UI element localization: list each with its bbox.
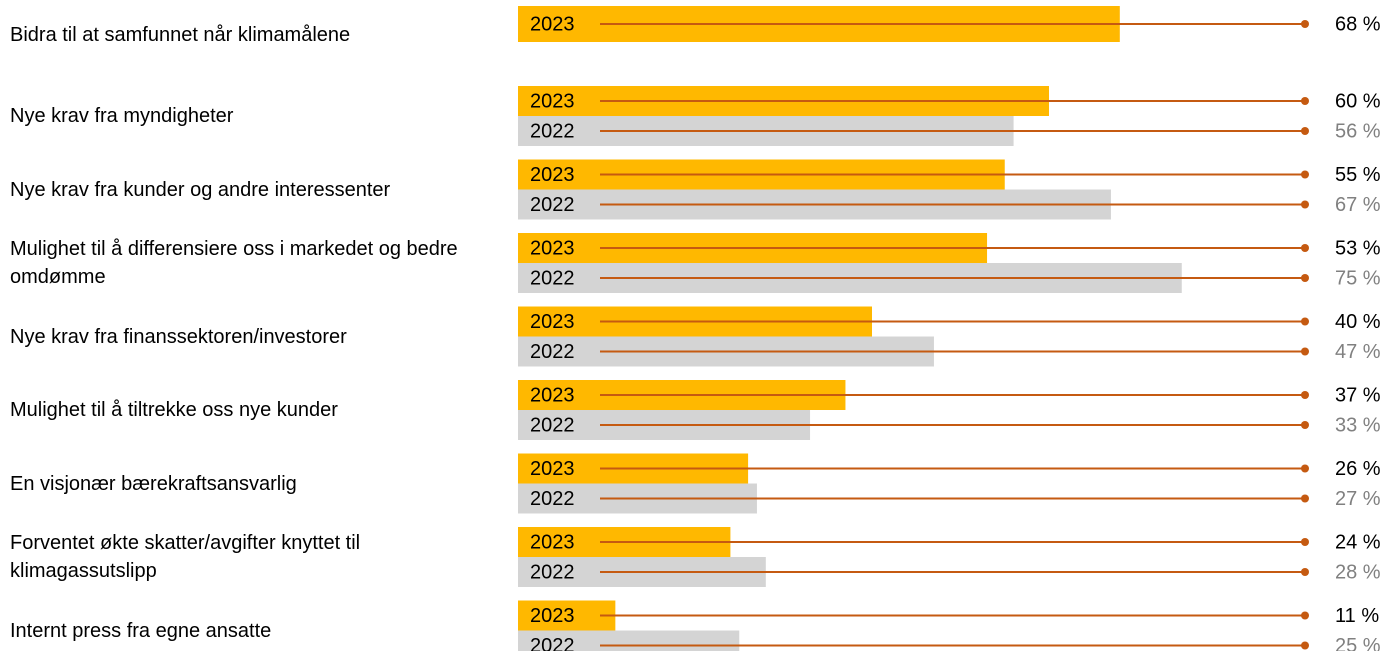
leader-dot <box>1301 97 1309 105</box>
value-label: 28 % <box>1335 561 1381 583</box>
leader-dot <box>1301 421 1309 429</box>
value-label: 68 % <box>1335 13 1381 35</box>
bar-series-label: 2023 <box>530 605 575 627</box>
value-label: 55 % <box>1335 164 1381 186</box>
bar-series-label: 2022 <box>530 488 575 510</box>
bar <box>518 600 616 631</box>
value-label: 11 % <box>1335 605 1379 627</box>
leader-dot <box>1301 170 1309 179</box>
bar-series-label: 2023 <box>530 13 575 35</box>
bar-series-label: 2022 <box>530 267 575 289</box>
bar-series-label: 2023 <box>530 531 575 553</box>
leader-dot <box>1301 641 1309 650</box>
leader-dot <box>1301 274 1309 282</box>
category-label: En visjonær bærekraftsansvarlig <box>10 472 297 495</box>
bar-series-label: 2022 <box>530 194 575 216</box>
value-label: 60 % <box>1335 90 1381 112</box>
value-label: 27 % <box>1335 488 1381 510</box>
bar-series-label: 2023 <box>530 164 575 186</box>
leader-dot <box>1301 20 1309 28</box>
leader-dot <box>1301 611 1309 620</box>
bar-series-label: 2023 <box>530 311 575 333</box>
leader-dot <box>1301 127 1309 135</box>
leader-dot <box>1301 538 1309 546</box>
leader-dot <box>1301 347 1309 356</box>
value-label: 47 % <box>1335 341 1381 363</box>
value-label: 25 % <box>1335 635 1381 651</box>
value-label: 40 % <box>1335 311 1381 333</box>
category-label: Mulighet til å differensiere oss i marke… <box>10 238 458 288</box>
value-label: 53 % <box>1335 237 1381 259</box>
bar-series-label: 2022 <box>530 120 575 142</box>
category-label: Bidra til at samfunnet når klimamålene <box>10 24 351 46</box>
leader-dot <box>1301 391 1309 399</box>
bar-series-label: 2023 <box>530 90 575 112</box>
leader-dot <box>1301 244 1309 252</box>
category-label: Forventet økte skatter/avgifter knyttet … <box>10 532 361 582</box>
category-label: Nye krav fra finanssektoren/investorer <box>10 325 347 348</box>
value-label: 67 % <box>1335 194 1381 216</box>
bar-series-label: 2022 <box>530 635 575 651</box>
bar-series-label: 2023 <box>530 237 575 259</box>
category-label: Mulighet til å tiltrekke oss nye kunder <box>10 399 338 421</box>
category-label: Nye krav fra myndigheter <box>10 105 234 127</box>
value-label: 24 % <box>1335 531 1381 553</box>
value-label: 56 % <box>1335 120 1381 142</box>
value-label: 26 % <box>1335 458 1381 480</box>
leader-dot <box>1301 568 1309 576</box>
leader-dot <box>1301 317 1309 326</box>
category-label: Nye krav fra kunder og andre interessent… <box>10 178 391 201</box>
bar-series-label: 2023 <box>530 384 575 406</box>
leader-dot <box>1301 494 1309 503</box>
leader-dot <box>1301 200 1309 209</box>
value-label: 75 % <box>1335 267 1381 289</box>
bar-series-label: 2022 <box>530 561 575 583</box>
leader-dot <box>1301 464 1309 473</box>
value-label: 37 % <box>1335 384 1381 406</box>
bar-series-label: 2022 <box>530 341 575 363</box>
value-label: 33 % <box>1335 414 1381 436</box>
bar-series-label: 2022 <box>530 414 575 436</box>
category-label: Internt press fra egne ansatte <box>10 619 272 642</box>
bar-series-label: 2023 <box>530 458 575 480</box>
